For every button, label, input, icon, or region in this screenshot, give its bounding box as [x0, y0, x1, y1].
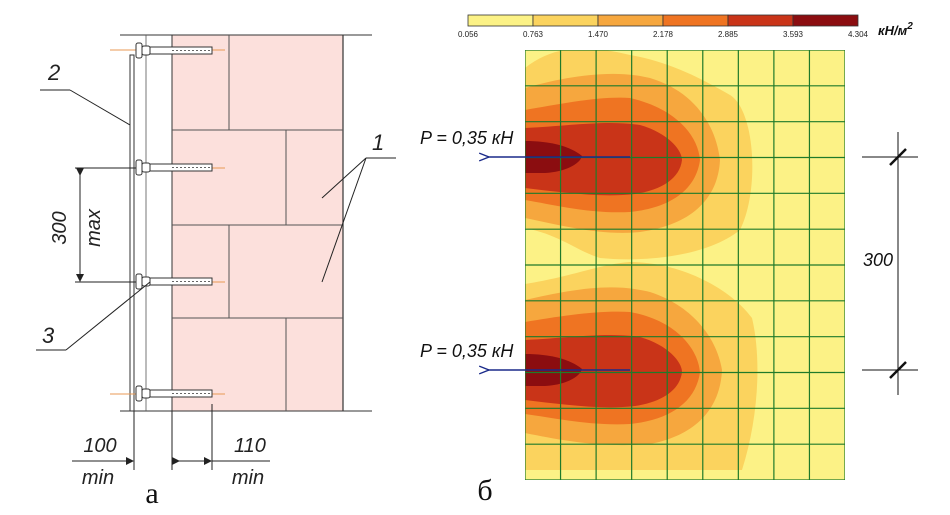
vertical-dimension-qualifier: max	[83, 208, 105, 247]
stress-bulb-bottom	[525, 262, 758, 470]
offset-right-value: 110	[234, 435, 266, 457]
force-label-bottom: P = 0,35 кН	[420, 341, 514, 361]
legend-tick-label: 1.470	[588, 30, 609, 39]
mesh-grid	[525, 50, 845, 480]
offset-left-value: 100	[83, 435, 116, 457]
vertical-dimension-value: 300	[49, 211, 71, 244]
callout-2: 2	[47, 60, 60, 85]
masonry-wall	[172, 35, 343, 411]
legend-swatch	[662, 14, 729, 27]
color-legend: 0.056 0.763 1.470 2.178 2.885 3.593 4.304	[458, 14, 869, 39]
caption-b: б	[477, 474, 492, 507]
anchor-1	[110, 42, 225, 59]
facade-panel	[129, 54, 135, 412]
spacing-dimension	[862, 132, 918, 395]
bottom-dimensions	[72, 404, 270, 470]
anchor-4	[110, 385, 225, 402]
force-label-top: P = 0,35 кН	[420, 128, 514, 148]
brick-joints	[172, 35, 343, 411]
legend-unit: кН/м2	[878, 21, 913, 38]
callout-3: 3	[42, 323, 55, 348]
legend-swatch	[597, 14, 664, 27]
vertical-dimension	[75, 167, 136, 283]
legend-swatch	[467, 14, 534, 27]
offset-left-qualifier: min	[82, 467, 114, 489]
wall-section-drawing: 300 max 2 3 1 100 min 110 min а	[36, 34, 396, 510]
legend-swatch	[532, 14, 599, 27]
legend-tick-label: 2.885	[718, 30, 739, 39]
legend-tick-label: 2.178	[653, 30, 674, 39]
stress-field-drawing: 0.056 0.763 1.470 2.178 2.885 3.593 4.304 кН/м…	[420, 14, 918, 507]
callout-1: 1	[372, 130, 384, 155]
legend-tick-label: 0.056	[458, 30, 479, 39]
offset-right-qualifier: min	[232, 467, 264, 489]
legend-tick-label: 4.304	[848, 30, 869, 39]
legend-swatch	[727, 14, 794, 27]
legend-tick-label: 3.593	[783, 30, 804, 39]
stress-heatmap	[525, 50, 845, 480]
legend-swatch	[792, 14, 859, 27]
spacing-dimension-value: 300	[863, 250, 893, 270]
caption-a: а	[145, 477, 158, 510]
legend-tick-label: 0.763	[523, 30, 544, 39]
